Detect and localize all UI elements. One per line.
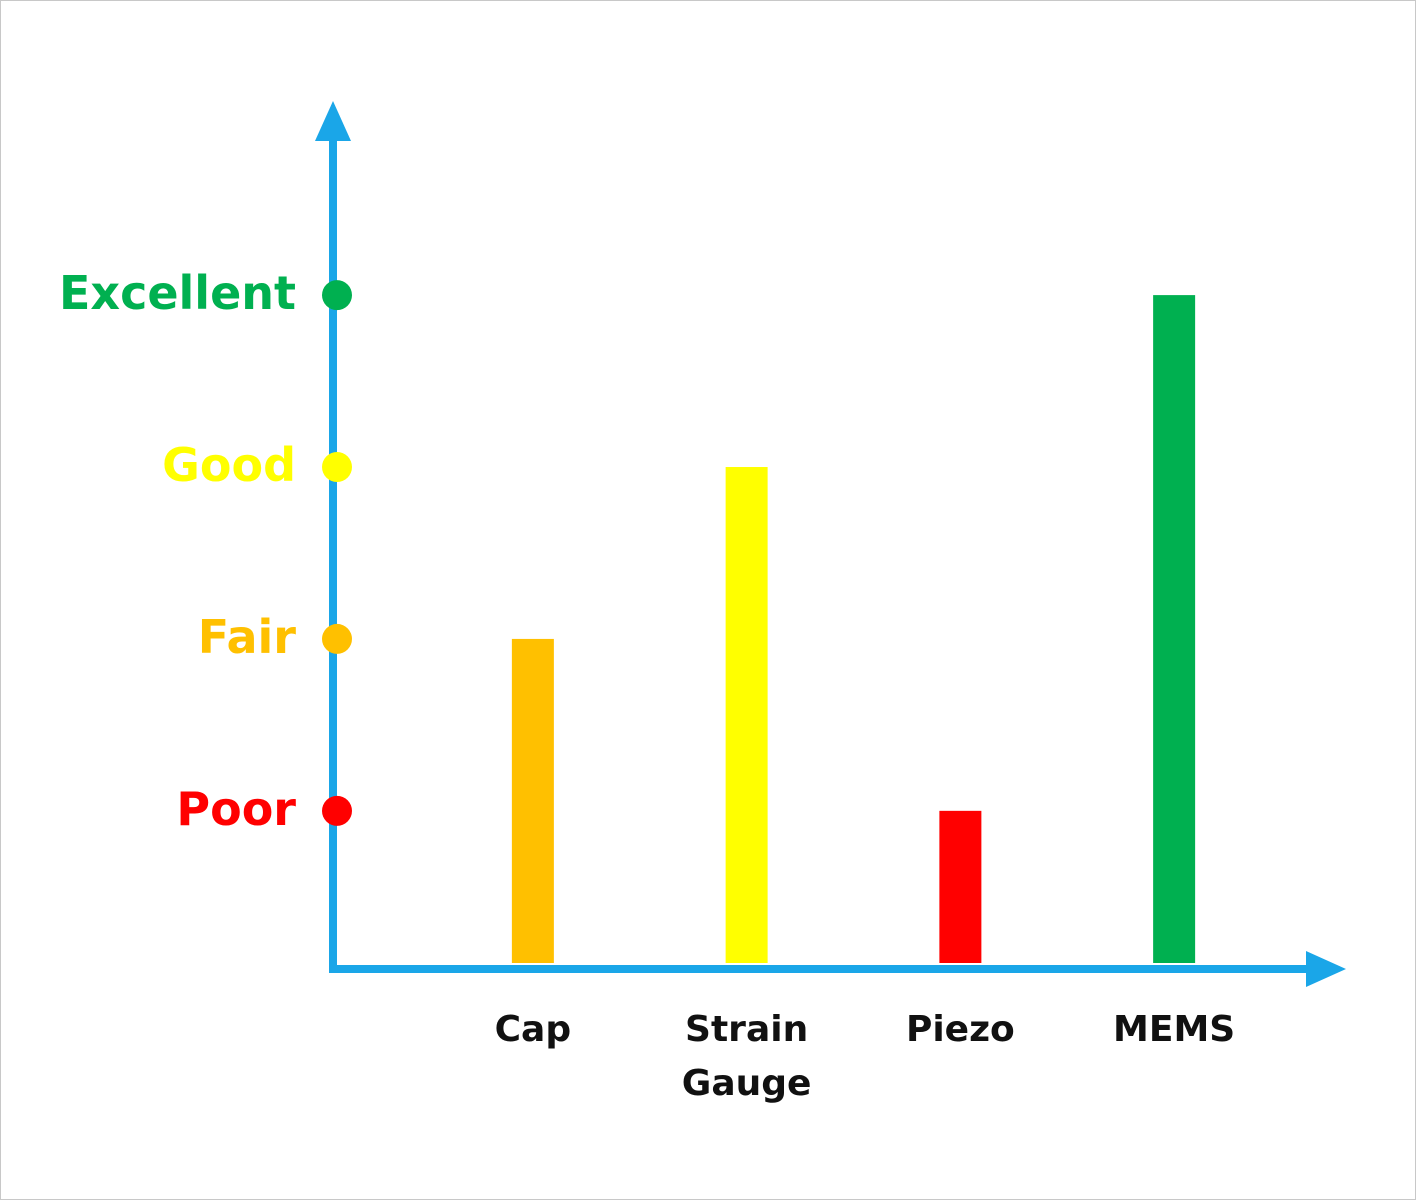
x-axis-arrow — [1306, 951, 1346, 987]
y-tick-label: Fair — [197, 609, 296, 664]
y-tick-label: Poor — [176, 781, 296, 836]
y-tick-dot — [322, 623, 352, 654]
x-tick-label: Cap — [494, 1009, 572, 1050]
x-tick-label: MEMS — [1113, 1009, 1236, 1050]
bar — [939, 810, 982, 963]
bar — [1153, 295, 1196, 963]
y-tick-label: Good — [162, 438, 296, 493]
x-tick-label: Strain Gauge — [681, 1009, 812, 1104]
x-tick-label: Piezo — [905, 1009, 1015, 1050]
y-tick-dot — [322, 452, 352, 483]
y-axis-arrow — [315, 101, 351, 141]
y-tick-dot — [322, 280, 352, 311]
bar — [511, 638, 554, 963]
bar — [725, 467, 768, 963]
y-tick-label: Excellent — [58, 266, 296, 321]
y-tick-dot — [322, 795, 352, 826]
